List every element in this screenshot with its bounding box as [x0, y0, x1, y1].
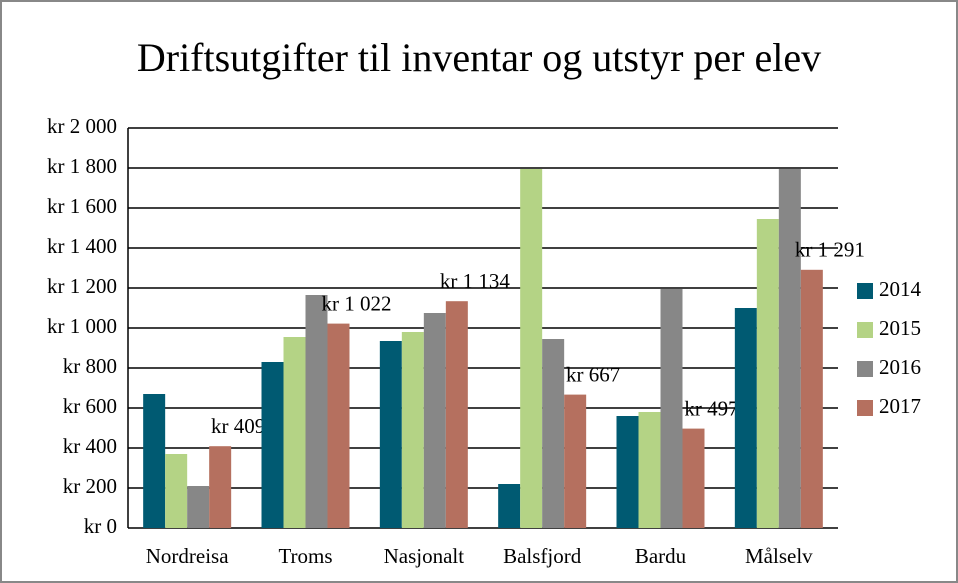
- bar: [445, 301, 468, 528]
- legend-swatch: [857, 361, 873, 377]
- x-tick-label: Bardu: [635, 544, 687, 568]
- bar: [143, 394, 166, 528]
- bar: [283, 337, 306, 528]
- bar: [660, 289, 683, 528]
- legend-label: 2016: [879, 355, 921, 379]
- bar: [564, 394, 587, 528]
- bar: [542, 339, 565, 528]
- y-tick-label: kr 1 200: [47, 274, 117, 298]
- bar: [498, 484, 521, 528]
- data-label: kr 1 134: [440, 269, 510, 293]
- legend-label: 2017: [879, 394, 921, 418]
- bar: [305, 295, 328, 528]
- y-tick-label: kr 2 000: [47, 114, 117, 138]
- y-tick-label: kr 1 400: [47, 234, 117, 258]
- y-tick-label: kr 0: [84, 514, 117, 538]
- legend-swatch: [857, 322, 873, 338]
- legend-swatch: [857, 400, 873, 416]
- y-tick-label: kr 800: [63, 354, 117, 378]
- bar: [209, 446, 232, 528]
- x-tick-label: Troms: [278, 544, 332, 568]
- bar: [379, 341, 402, 528]
- bar: [187, 486, 210, 528]
- bar: [638, 412, 661, 528]
- y-tick-label: kr 1 800: [47, 154, 117, 178]
- bar: [756, 219, 779, 528]
- data-label: kr 409: [211, 414, 265, 438]
- bar: [327, 323, 350, 528]
- legend-label: 2014: [879, 277, 922, 301]
- x-tick-label: Nasjonalt: [384, 544, 465, 568]
- y-tick-label: kr 1 600: [47, 194, 117, 218]
- data-label: kr 1 291: [795, 238, 865, 262]
- y-tick-label: kr 600: [63, 394, 117, 418]
- legend-label: 2015: [879, 316, 921, 340]
- bar: [165, 454, 188, 528]
- legend-swatch: [857, 283, 873, 299]
- bar: [520, 169, 543, 528]
- chart-title: Driftsutgifter til inventar og utstyr pe…: [137, 35, 821, 80]
- data-label: kr 497: [684, 396, 738, 420]
- bar: [423, 313, 446, 528]
- bar: [261, 362, 284, 528]
- x-tick-label: Balsfjord: [503, 544, 582, 568]
- y-tick-label: kr 200: [63, 474, 117, 498]
- data-label: kr 667: [566, 362, 620, 386]
- y-tick-label: kr 400: [63, 434, 117, 458]
- bar: [734, 308, 757, 528]
- x-tick-label: Målselv: [745, 544, 813, 568]
- bar: [401, 332, 424, 528]
- data-label: kr 1 022: [322, 291, 392, 315]
- y-tick-label: kr 1 000: [47, 314, 117, 338]
- bar: [800, 269, 823, 528]
- bar: [778, 169, 801, 528]
- bar: [682, 428, 705, 528]
- bar: [616, 416, 639, 528]
- x-tick-label: Nordreisa: [146, 544, 229, 568]
